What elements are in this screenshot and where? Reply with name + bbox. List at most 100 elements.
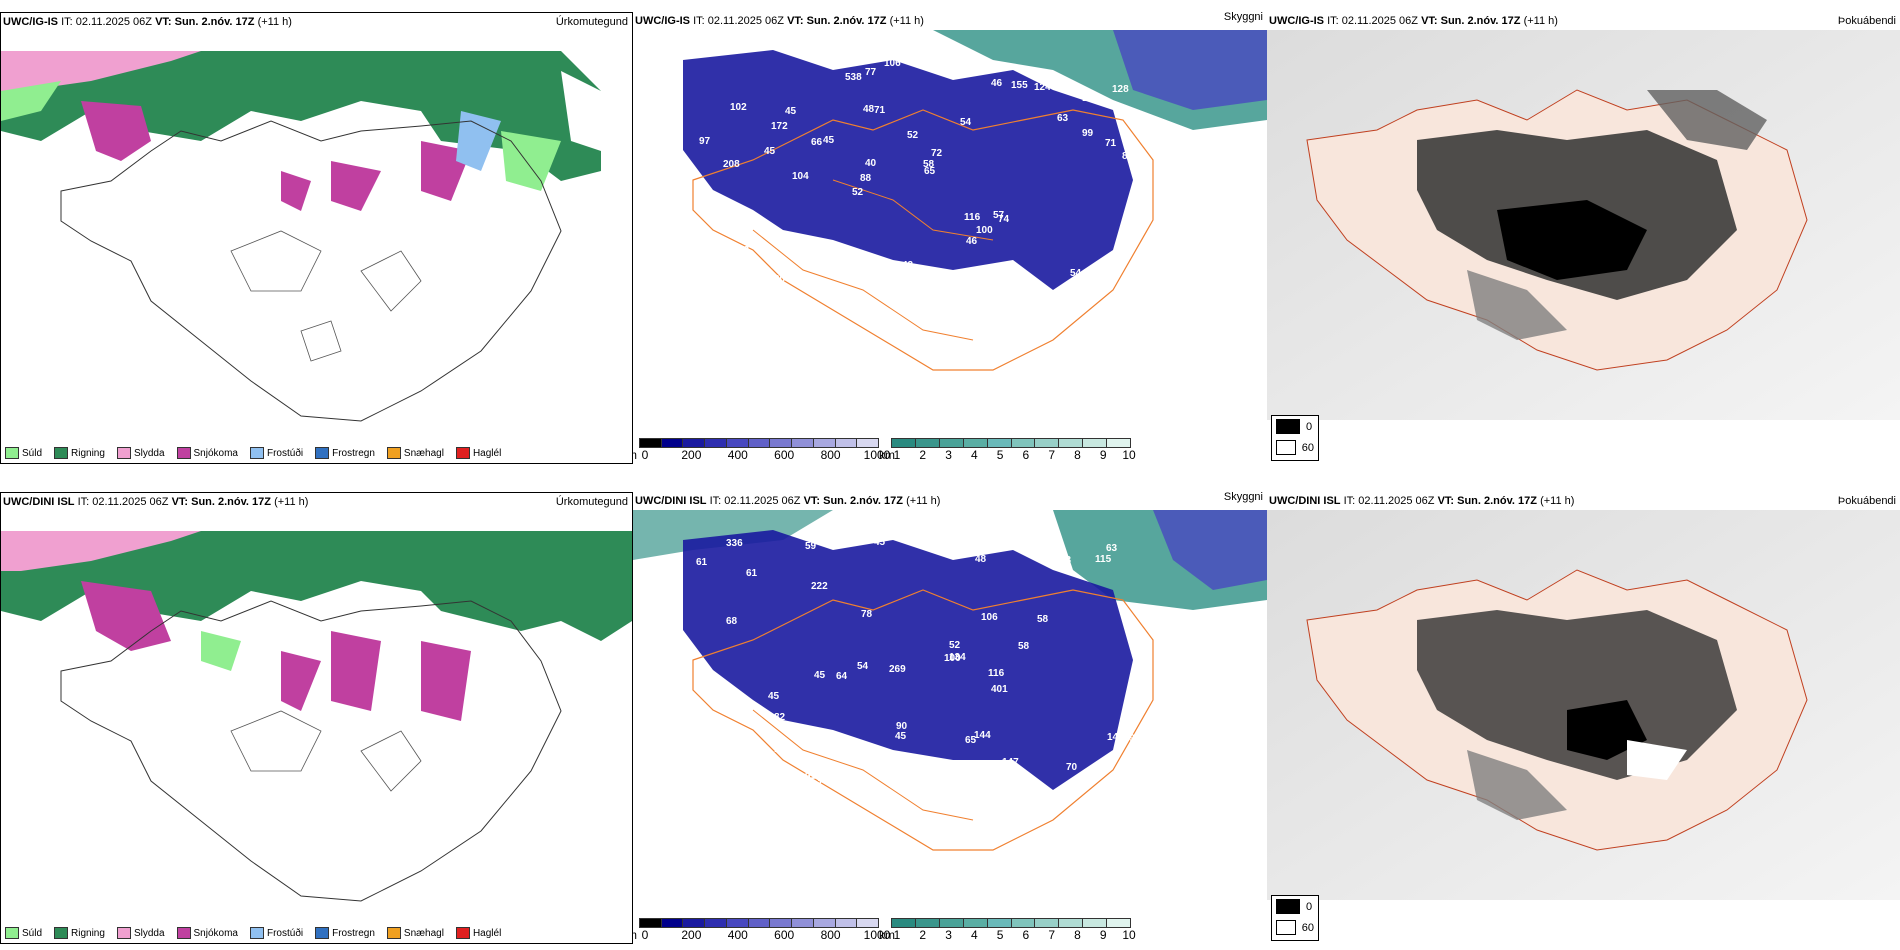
colorbar-cell <box>857 438 880 448</box>
colorbar-tick: 400 <box>727 928 748 942</box>
colorbar-tick: 3 <box>945 448 952 462</box>
colorbar-cell <box>661 438 684 448</box>
cloudbase-value-label: 121 <box>955 270 972 281</box>
cloudbase-value-label: 90 <box>896 721 908 732</box>
colorbar-tick: 1 <box>893 928 901 942</box>
legend-item: Haglél <box>455 927 501 939</box>
cloudbase-value-label: 61 <box>696 557 708 568</box>
cloudbase-value-label: 68 <box>726 616 738 627</box>
colorbar-tick: 3 <box>945 928 952 942</box>
it-value: 02.11.2025 06Z <box>707 15 784 27</box>
model-label: UWC/DINI ISL <box>635 495 707 507</box>
legend-swatch <box>176 447 191 459</box>
fog-label: 60 <box>1301 921 1314 934</box>
colorbar-cell <box>835 438 858 448</box>
colorbar-tick: 2 <box>919 448 927 462</box>
colorbar-tick: 0 <box>641 928 649 942</box>
cloudbase-value-label: 151 <box>707 309 724 320</box>
cloudbase-value-label: 60 <box>774 274 786 285</box>
legend-label: Slydda <box>133 447 165 459</box>
model-label: UWC/IG-IS <box>635 15 690 27</box>
colorbar-cell <box>939 918 964 928</box>
colorbar-tick: 8 <box>1074 448 1081 462</box>
panel-title: Skyggni <box>1223 12 1263 23</box>
cloudbase-value-label: 88 <box>967 787 979 798</box>
colorbar-tick: 1 <box>893 448 901 462</box>
cloudbase-value-label: 172 <box>771 121 788 132</box>
colorbar-cell <box>748 918 771 928</box>
cloudbase-value-label: 58 <box>1037 614 1049 625</box>
legend-item: Haglél <box>455 447 502 459</box>
it-value: 02.11.2025 06Z <box>92 496 169 508</box>
cloudbase-value-label: 74 <box>998 214 1010 225</box>
colorbar-cell <box>963 918 988 928</box>
cloudbase-value-label: 70 <box>1066 762 1078 773</box>
fog-legend-row: 0 <box>1272 896 1318 917</box>
cloudbase-value-label: 47 <box>910 310 922 321</box>
fog-label: 60 <box>1301 441 1314 454</box>
colorbar-cell <box>1107 918 1132 928</box>
colorbar-tick: 9 <box>1099 928 1107 942</box>
cloudbase-value-label: 66 <box>811 137 823 148</box>
cloudbase-value-label: 46 <box>991 78 1003 89</box>
fog-label: 0 <box>1306 420 1313 433</box>
cloudbase-value-label: 72 <box>931 148 943 159</box>
fog-swatch <box>1276 440 1296 455</box>
colorbar-unit: m <box>633 448 637 462</box>
legend-item: Súld <box>5 447 42 459</box>
colorbar-tick: 200 <box>681 928 702 942</box>
legend-label: Frostregn <box>332 447 375 459</box>
legend-item: Rigning <box>54 927 105 939</box>
colorbar-tick: 1000 <box>863 448 891 462</box>
cloudbase-value-label: 104 <box>792 171 809 182</box>
cloudbase-value-label: 269 <box>1118 733 1135 744</box>
cloudbase-value-label: 201 <box>742 304 759 315</box>
panel-title: Úrkomutegund <box>555 16 628 28</box>
fog-map <box>1267 510 1900 900</box>
vt-label: VT: <box>171 496 189 508</box>
cloudbase-value-label: 52 <box>907 130 919 141</box>
cloudbase-value-label: 163 <box>805 776 822 787</box>
colorbar-unit: km <box>879 928 895 942</box>
cloudbase-map: 240 170 99 147 59 61 45 49 45 78 63 70 54 45 48 100 68 16… <box>633 510 1267 900</box>
cloudbase-value-label: 71 <box>874 105 886 116</box>
legend-swatch <box>455 447 470 459</box>
colorbar-tick: 10 <box>1122 928 1136 942</box>
cloudbase-value-label: 124 <box>774 744 791 755</box>
legend-item: Slydda <box>116 447 165 459</box>
cloudbase-value-label: 144 <box>974 730 991 741</box>
cloudbase-value-label: 45 <box>874 537 886 548</box>
vt-label: VT: <box>787 15 804 27</box>
colorbar-cell <box>1035 438 1060 448</box>
panel-header: UWC/DINI ISL IT: 02.11.2025 06Z VT: Sun.… <box>1267 492 1900 510</box>
cloudbase-value-label: 58 <box>1018 641 1030 652</box>
colorbar-cell <box>939 438 964 448</box>
colorbar-cell <box>639 918 662 928</box>
cloudbase-value-label: 45 <box>814 670 826 681</box>
legend-swatch <box>116 447 131 459</box>
cloudbase-value-label: 170 <box>958 790 975 801</box>
cloudbase-value-label: 48 <box>975 554 987 565</box>
colorbar-cell <box>726 438 749 448</box>
it-value: 02.11.2025 06Z <box>724 495 801 507</box>
legend-item: Snjókoma <box>176 927 238 939</box>
colorbar-cell <box>1059 438 1084 448</box>
visibility-colorbar: km 1 2 3 4 5 6 7 8 9 10 <box>879 438 1136 462</box>
colorbar-tick: 4 <box>970 448 978 462</box>
colorbar-tick: 1000 <box>863 928 891 942</box>
legend-swatch <box>249 927 264 939</box>
colorbar-tick: 400 <box>727 448 748 462</box>
cloudbase-value-label: 45 <box>785 106 797 117</box>
fog-legend: 0 60 <box>1271 415 1319 461</box>
panel-title: Úrkomutegund <box>555 496 628 508</box>
colorbar-cell <box>915 438 940 448</box>
cloudbase-value-label: 106 <box>981 612 998 623</box>
legend-label: Haglél <box>472 447 502 459</box>
vt-value: Sun. 2.nóv. 17Z <box>806 15 887 27</box>
fog-panel-dini: UWC/DINI ISL IT: 02.11.2025 06Z VT: Sun.… <box>1267 492 1900 944</box>
cloudbase-value-label: 128 <box>1112 84 1129 95</box>
cloudbase-value-label: 45 <box>860 262 872 273</box>
legend-label: Frostregn <box>332 927 375 939</box>
colorbar-cell <box>891 918 916 928</box>
colorbar-unit: m <box>633 928 637 942</box>
